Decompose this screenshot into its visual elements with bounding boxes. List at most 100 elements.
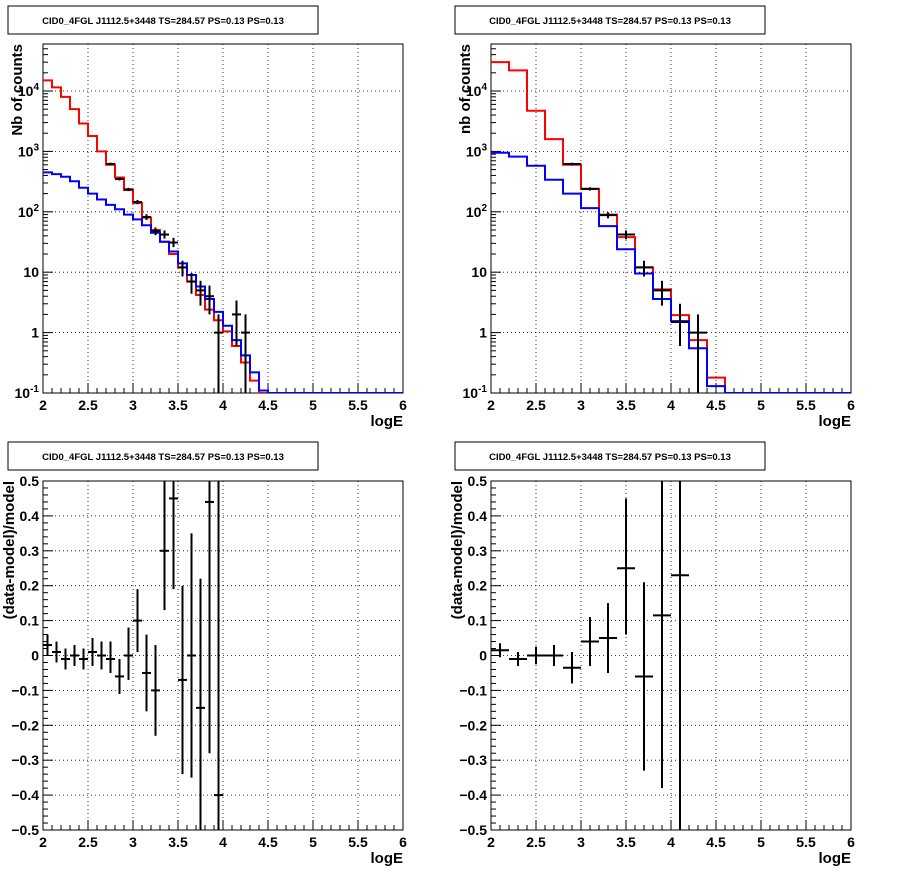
y-tick-label: 10 [471,264,487,280]
y-tick-label: 103 [466,142,488,159]
plot-area [491,481,689,830]
data-point [106,162,115,166]
x-tick-label: 6 [399,834,407,850]
data-point [196,578,205,830]
chart-title-box: CID0_4FGL J1112.5+3448 TS=284.57 PS=0.13… [454,441,766,471]
chart-title: CID0_4FGL J1112.5+3448 TS=284.57 PS=0.13… [489,16,731,27]
y-tick-label: 0 [31,648,39,664]
data-point [671,481,689,830]
data-point [79,648,88,670]
data-point [214,314,223,393]
plot-area [43,79,403,393]
data-point [124,187,133,192]
y-tick-label: 0.2 [20,578,40,594]
chart-panel-3: CID0_4FGL J1112.5+3448 TS=284.57 PS=0.13… [1,441,407,867]
x-tick-label: 2.5 [526,397,546,413]
data-point [214,481,223,830]
data-point [617,498,635,635]
y-tick-label: 0.2 [468,578,488,594]
data-point [599,603,617,673]
chart-panel-4: CID0_4FGL J1112.5+3448 TS=284.57 PS=0.13… [449,441,855,867]
x-tick-label: 2 [39,834,47,850]
y-tick-label: −0.2 [459,717,487,733]
x-tick-label: 4 [667,397,675,413]
data-point [160,230,169,239]
x-tick-label: 3.5 [616,397,636,413]
x-axis-label: logE [371,413,404,430]
y-tick-label: 10 [23,264,39,280]
data-point [205,285,214,315]
data-point [581,617,599,666]
title-frame [7,441,319,471]
x-tick-label: 4.5 [258,834,278,850]
data-point [151,645,160,736]
chart-title: CID0_4FGL J1112.5+3448 TS=284.57 PS=0.13… [489,452,731,463]
y-tick-label: −0.5 [459,822,487,838]
y-axis-ticks: 10-1 1 10 102 103 104 [15,43,53,401]
y-tick-label: −0.1 [11,682,39,698]
y-axis-label: (data-model)/model [1,481,18,619]
y-tick-label: 1 [31,325,39,341]
y-tick-label: 0.1 [468,613,488,629]
y-tick-label: 0 [479,648,487,664]
y-tick-label: 0.3 [468,543,488,559]
data-point [151,227,160,236]
chart-title: CID0_4FGL J1112.5+3448 TS=284.57 PS=0.13… [42,452,284,463]
chart-title-box: CID0_4FGL J1112.5+3448 TS=284.57 PS=0.13… [454,5,766,35]
x-axis-label: logE [819,413,852,430]
title-frame [7,5,319,35]
x-tick-label: 4 [667,834,675,850]
data-point [599,212,617,219]
y-tick-label: 1 [479,325,487,341]
y-tick-label: 10-1 [15,384,40,401]
x-tick-label: 5.5 [796,397,816,413]
y-tick-label: −0.4 [11,787,39,803]
blue-step-series [43,171,403,393]
data-point [232,300,241,346]
data-point [563,162,581,166]
y-axis-label: Nb of counts [9,44,26,136]
data-point [671,303,689,346]
chart-title-box: CID0_4FGL J1112.5+3448 TS=284.57 PS=0.13… [7,5,319,35]
data-point [689,314,707,393]
x-tick-label: 5.5 [348,834,368,850]
data-point [160,481,169,611]
x-tick-label: 3.5 [168,397,188,413]
data-point [187,533,196,778]
y-tick-label: 0.4 [20,508,40,524]
data-point [133,589,142,653]
x-axis-ticks: 2 2.5 3 3.5 4 4.5 5 5.5 6 [39,820,407,850]
data-point [196,280,205,306]
x-tick-label: 2.5 [78,397,98,413]
data-point [142,214,151,221]
y-tick-label: 10-1 [463,384,488,401]
data-point [509,652,527,666]
data-point [115,177,124,181]
x-axis-ticks: 2 2.5 3 3.5 4 4.5 5 5.5 6 [39,383,407,413]
data-point [617,230,635,240]
x-tick-label: 5 [757,397,765,413]
grid-lines [491,44,851,393]
plot-area [491,61,851,393]
x-tick-label: 3 [577,397,585,413]
x-tick-label: 2 [487,834,495,850]
data-point [169,237,178,248]
data-point [635,582,653,771]
y-tick-label: −0.4 [459,787,487,803]
plot-area [43,481,223,830]
data-point [115,658,124,694]
x-axis-label: logE [371,850,404,867]
y-tick-label: 102 [466,203,488,220]
y-axis-ticks: 10-1 1 10 102 103 104 [463,43,501,401]
grid-lines [43,44,403,393]
data-point [52,641,61,663]
x-tick-label: 4.5 [706,834,726,850]
y-tick-label: 104 [18,82,40,99]
y-axis-label: nb of counts [457,44,474,134]
data-point [43,634,52,656]
chart-title: CID0_4FGL J1112.5+3448 TS=284.57 PS=0.13… [42,16,284,27]
data-point [635,260,653,277]
y-tick-label: 0.1 [20,613,40,629]
x-tick-label: 2 [487,397,495,413]
